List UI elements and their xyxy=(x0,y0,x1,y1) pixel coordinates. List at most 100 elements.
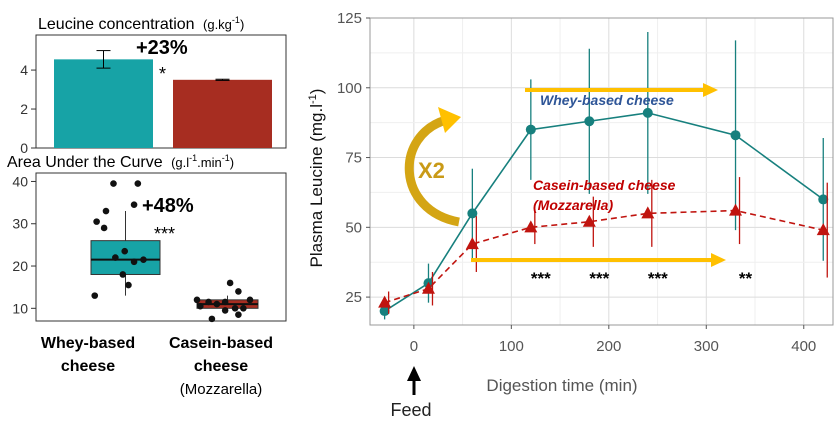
feed-label: Feed xyxy=(390,400,431,420)
box-point-1-12 xyxy=(235,311,242,318)
casein-series-label-1: Casein-based cheese xyxy=(533,177,676,193)
feed-marker: Feed xyxy=(390,366,432,420)
bar-chart-unit-sup: -1 xyxy=(232,15,240,25)
line-point-0-5 xyxy=(642,107,653,118)
line-x-tick-label-4: 400 xyxy=(791,338,816,355)
bar-chart-frame xyxy=(35,34,287,149)
whey-duration-arrowhead xyxy=(703,83,718,97)
line-y-tick-label-0: 25 xyxy=(345,289,362,306)
box-point-0-0 xyxy=(110,180,117,187)
box-chart-frame xyxy=(35,172,287,322)
box-point-0-5 xyxy=(100,224,108,232)
box-point-0-9 xyxy=(130,258,138,266)
line-series-0 xyxy=(384,112,824,312)
fold-change-arrow: X2 xyxy=(404,107,461,227)
box-point-1-4 xyxy=(221,298,229,306)
box-point-1-8 xyxy=(240,305,247,312)
line-x-tick-label-2: 200 xyxy=(596,338,621,355)
box-y-tick-label-2: 30 xyxy=(12,216,28,232)
sig-mark-3: ** xyxy=(739,269,753,288)
box-point-1-7 xyxy=(231,305,239,312)
fold-change-arc xyxy=(404,115,461,227)
bar-chart-pct: +23% xyxy=(136,37,188,59)
line-x-tick-label-1: 100 xyxy=(499,338,524,355)
box-chart-title: Area Under the Curve xyxy=(7,154,163,171)
box-y-tick-label-0: 10 xyxy=(12,300,28,316)
box-point-0-11 xyxy=(125,281,132,289)
sig-mark-2: *** xyxy=(648,269,668,288)
sig-mark-1: *** xyxy=(589,269,609,288)
box-point-1-0 xyxy=(193,296,201,304)
fold-change-arrowhead xyxy=(438,107,461,133)
box-point-0-12 xyxy=(91,292,99,299)
line-y-tick-label-3: 100 xyxy=(337,80,362,97)
box-y-tick-label-1: 20 xyxy=(12,258,28,274)
box-point-1-3 xyxy=(235,288,242,295)
bar-chart-unit: (g.kg xyxy=(203,17,232,32)
duration-arrows xyxy=(471,83,726,267)
plasma-line-chart: 0 100 200 300 400 25 50 75 100 125 Digestion time… xyxy=(307,10,834,420)
box-point-0-4 xyxy=(93,218,100,225)
box-chart-pct: +48% xyxy=(142,195,194,217)
box-point-1-10 xyxy=(246,296,254,304)
leucine-bar-chart: Leucine concentration (g.kg-1) 024 +23% … xyxy=(20,15,287,156)
line-y-tick-label-4: 125 xyxy=(337,10,362,27)
box-point-1-5 xyxy=(213,300,221,308)
box-chart-sig: *** xyxy=(154,224,175,244)
category-label-casein-1: Casein-based xyxy=(169,335,273,352)
line-y-tick-label-2: 75 xyxy=(345,150,362,167)
line-point-1-4 xyxy=(582,214,596,227)
line-point-0-6 xyxy=(730,130,741,141)
line-point-0-2 xyxy=(467,208,478,219)
line-x-tick-label-3: 300 xyxy=(694,338,719,355)
line-x-axis-label: Digestion time (min) xyxy=(486,376,637,395)
bar-y-tick-label-1: 2 xyxy=(20,101,28,117)
line-point-1-1 xyxy=(421,281,435,294)
line-point-1-6 xyxy=(729,203,743,216)
line-y-axis-label: Plasma Leucine (mg.l-1) xyxy=(307,89,326,268)
line-plot-frame xyxy=(369,17,834,326)
line-point-0-0 xyxy=(379,306,390,317)
fold-change-label: X2 xyxy=(418,158,445,183)
casein-series-label-2: (Mozzarella) xyxy=(533,197,613,213)
box-point-1-6 xyxy=(197,302,204,310)
category-label-whey-1: Whey-based xyxy=(41,335,135,352)
box-point-0-6 xyxy=(121,247,129,255)
line-point-1-7 xyxy=(816,223,830,236)
auc-box-plot: Area Under the Curve (g.l-1.min-1) 10 20 3… xyxy=(7,153,287,398)
box-0 xyxy=(90,240,161,275)
box-point-0-10 xyxy=(119,271,127,278)
line-x-tick-label-0: 0 xyxy=(410,338,418,355)
line-point-1-0 xyxy=(378,295,392,308)
box-y-tick-label-3: 40 xyxy=(12,173,28,189)
box-point-0-7 xyxy=(112,254,119,261)
box-point-0-8 xyxy=(140,256,147,263)
line-point-0-4 xyxy=(584,116,595,127)
box-point-0-2 xyxy=(130,201,138,209)
svg-text:Leucine concentration (g: Leucine concentration (g.kg-1) xyxy=(38,15,244,33)
bar-chart-sig: * xyxy=(159,64,166,84)
bar-y-tick-label-2: 4 xyxy=(20,62,28,78)
category-label-casein-2: cheese xyxy=(194,358,248,375)
line-point-0-7 xyxy=(818,194,829,205)
line-y-tick-label-1: 50 xyxy=(345,219,362,236)
category-label-whey-2: cheese xyxy=(61,358,115,375)
bar-chart-unit-close: ) xyxy=(240,17,244,32)
bar-chart-title: Leucine concentration xyxy=(38,16,195,33)
line-point-1-3 xyxy=(524,220,538,233)
line-point-0-3 xyxy=(525,124,536,135)
box-point-1-1 xyxy=(205,298,212,306)
feed-arrowhead xyxy=(407,366,421,381)
box-point-0-1 xyxy=(134,180,142,187)
box-point-0-3 xyxy=(102,207,110,215)
line-point-1-5 xyxy=(641,206,655,219)
box-point-1-2 xyxy=(226,279,234,287)
line-point-1-2 xyxy=(465,237,479,250)
box-x-labels: Whey-based cheese Casein-based cheese (M… xyxy=(41,335,273,398)
category-label-casein-3: (Mozzarella) xyxy=(180,381,263,398)
bar-0 xyxy=(54,59,153,148)
box-point-1-9 xyxy=(221,307,229,314)
line-series-1 xyxy=(384,209,824,304)
sig-mark-0: *** xyxy=(531,269,551,288)
